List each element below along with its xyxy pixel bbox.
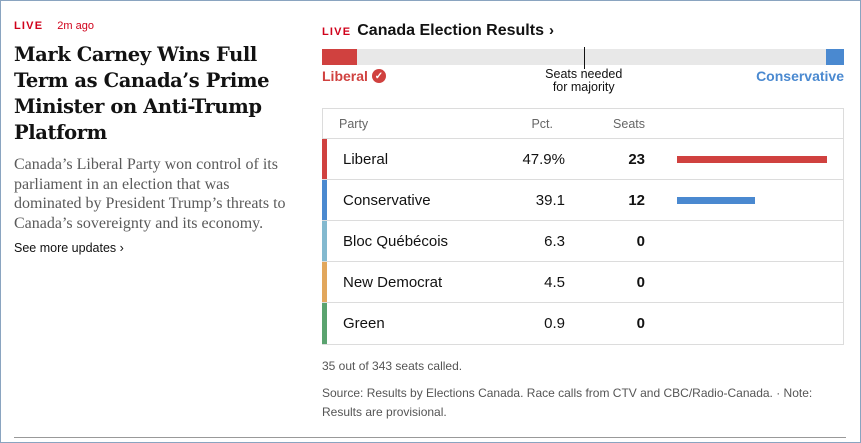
see-more-updates-link[interactable]: See more updates › — [14, 241, 124, 255]
source-note: Source: Results by Elections Canada. Rac… — [322, 386, 813, 419]
party-bar-cell — [645, 196, 843, 204]
table-row: Bloc Québécois 6.3 0 — [322, 221, 843, 262]
results-live-tag: LIVE — [322, 26, 352, 38]
party-name: Conservative — [343, 191, 431, 209]
story-meta: LIVE 2m ago — [14, 20, 296, 32]
seats-called-note: 35 out of 343 seats called. — [322, 359, 463, 373]
results-title: Canada Election Results — [357, 22, 544, 39]
party-bar-cell — [645, 238, 843, 245]
results-table: Party Pct. Seats Liberal 47.9% 23 Conservat… — [322, 108, 844, 345]
winner-check-icon: ✓ — [371, 69, 386, 83]
party-pct: 39.1 — [535, 191, 565, 209]
col-party: Party — [339, 116, 369, 131]
majority-label-line1: Seats needed — [545, 67, 623, 81]
table-row: Conservative 39.1 12 — [322, 180, 843, 221]
election-results: LIVE Canada Election Results › Liberal ✓… — [322, 22, 844, 422]
party-name: New Democrat — [343, 273, 443, 291]
table-row: Liberal 47.9% 23 — [322, 139, 843, 180]
party-name: Green — [343, 315, 385, 332]
party-seats: 0 — [636, 315, 645, 332]
party-seat-bar — [677, 155, 827, 163]
party-name: Liberal — [343, 150, 389, 168]
bottom-divider — [14, 437, 846, 438]
seat-bar-liberal — [322, 49, 357, 65]
party-seats: 0 — [636, 273, 645, 291]
live-tag: LIVE — [14, 20, 44, 32]
liberal-leader-label: Liberal ✓ — [322, 68, 386, 84]
story-card: LIVE 2m ago Mark Carney Wins Full Term a… — [14, 20, 296, 257]
party-color-swatch — [322, 221, 327, 261]
story-headline[interactable]: Mark Carney Wins Full Term as Canada’s P… — [14, 43, 270, 144]
party-seat-bar — [677, 196, 756, 204]
majority-label-line2: for majority — [552, 80, 615, 94]
party-name: Bloc Québécois — [343, 232, 449, 250]
table-header: Party Pct. Seats — [323, 109, 843, 139]
party-pct: 6.3 — [544, 232, 565, 250]
seat-bar-labels: Liberal ✓ Seats needed for majority Cons… — [322, 68, 844, 100]
story-summary: Canada’s Liberal Party won control of it… — [14, 156, 286, 232]
results-header-link[interactable]: LIVE Canada Election Results › — [322, 22, 844, 40]
table-body: Liberal 47.9% 23 Conservative 39.1 12 Bloc Qué… — [322, 139, 843, 344]
table-row: New Democrat 4.5 0 — [322, 262, 843, 303]
party-color-swatch — [322, 262, 327, 302]
party-bar-cell — [645, 320, 843, 327]
party-color-swatch — [322, 139, 327, 179]
majority-marker — [583, 47, 585, 69]
party-pct: 47.9% — [522, 150, 565, 168]
party-pct: 4.5 — [544, 273, 565, 291]
party-bar-cell — [645, 279, 843, 286]
party-seats: 0 — [636, 232, 645, 250]
party-pct: 0.9 — [544, 315, 565, 332]
conservative-label: Conservative — [756, 68, 844, 84]
liberal-label-text: Liberal — [322, 68, 368, 84]
party-seats: 12 — [628, 191, 645, 209]
party-seats: 23 — [628, 150, 645, 168]
table-row: Green 0.9 0 — [322, 303, 843, 344]
col-seats: Seats — [613, 116, 645, 131]
seat-bar-conservative — [825, 49, 844, 65]
majority-label: Seats needed for majority — [524, 68, 644, 94]
seat-bar — [322, 47, 844, 69]
timestamp: 2m ago — [57, 20, 94, 32]
chevron-right-icon: › — [548, 22, 554, 39]
party-color-swatch — [322, 180, 327, 220]
party-color-swatch — [322, 303, 327, 344]
col-pct: Pct. — [531, 116, 553, 131]
party-bar-cell — [645, 155, 843, 163]
